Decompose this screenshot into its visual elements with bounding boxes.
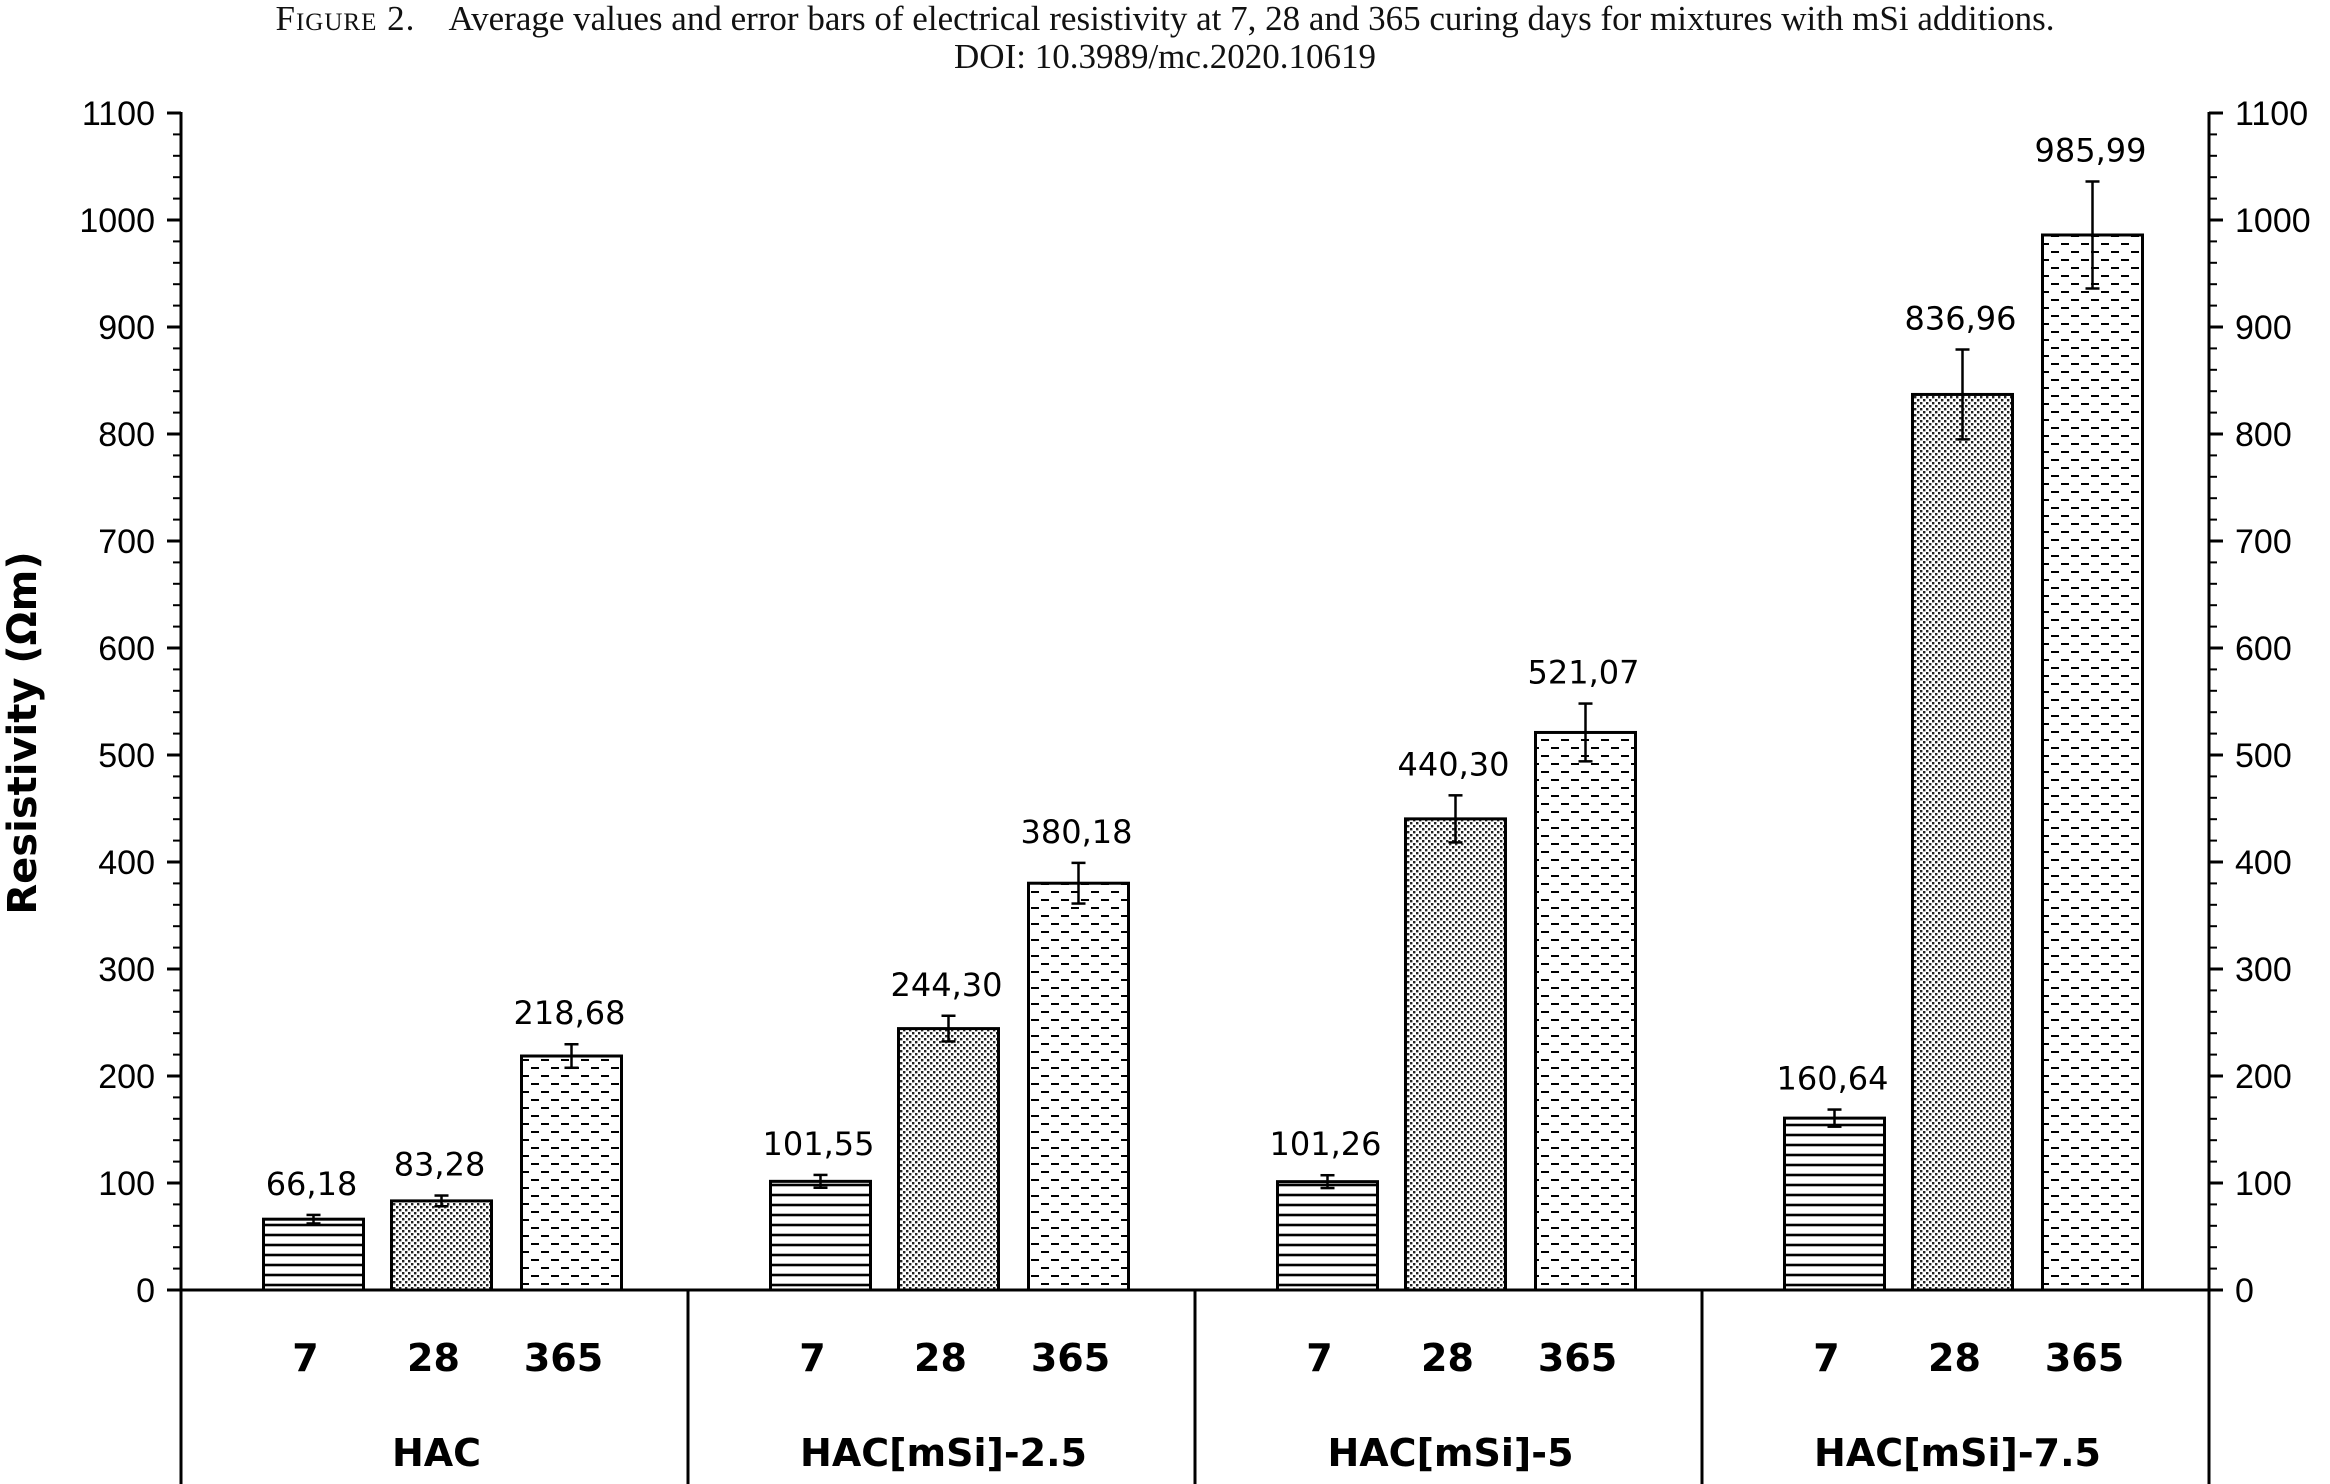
group-label: HAC xyxy=(392,1431,481,1475)
x-tick-label: 7 xyxy=(1306,1336,1332,1380)
bar xyxy=(1404,817,1507,1292)
data-label: 83,28 xyxy=(394,1146,486,1184)
bar xyxy=(1783,1116,1886,1292)
data-label: 440,30 xyxy=(1398,745,1510,783)
y-tick-label-left: 200 xyxy=(98,1058,155,1096)
data-label: 380,18 xyxy=(1021,813,1133,851)
data-label: 101,26 xyxy=(1270,1125,1382,1163)
labels: 0 0 100 100 200 200 300 300 400 400 500 500 600 600 70… xyxy=(79,95,2310,1475)
y-tick-label-right: 200 xyxy=(2235,1058,2292,1096)
y-tick-label-right: 400 xyxy=(2235,844,2292,882)
x-tick-label: 28 xyxy=(1928,1336,1981,1380)
group-label: HAC[mSi]-2.5 xyxy=(800,1431,1087,1475)
x-tick-label: 28 xyxy=(407,1336,460,1380)
x-tick-label: 365 xyxy=(1538,1336,1617,1380)
data-label: 218,68 xyxy=(514,994,626,1032)
y-tick-label-right: 1000 xyxy=(2235,202,2311,240)
bar xyxy=(520,1054,623,1292)
data-label: 521,07 xyxy=(1528,654,1640,692)
data-label: 160,64 xyxy=(1777,1060,1889,1098)
y-tick-label-right: 900 xyxy=(2235,309,2292,347)
bars xyxy=(262,180,2144,1292)
x-tick-label: 365 xyxy=(1031,1336,1110,1380)
y-tick-label-left: 100 xyxy=(98,1165,155,1203)
bar xyxy=(1534,730,1637,1292)
y-tick-label-left: 500 xyxy=(98,737,155,775)
y-tick-label-right: 500 xyxy=(2235,737,2292,775)
data-label: 66,18 xyxy=(266,1165,358,1203)
y-tick-label-right: 600 xyxy=(2235,630,2292,668)
y-tick-label-left: 600 xyxy=(98,630,155,668)
bar xyxy=(1276,1180,1379,1292)
x-tick-label: 7 xyxy=(1813,1336,1839,1380)
bar xyxy=(769,1179,872,1292)
y-tick-label-left: 1000 xyxy=(79,202,155,240)
data-label: 985,99 xyxy=(2035,131,2147,169)
x-tick-label: 365 xyxy=(2045,1336,2124,1380)
bar xyxy=(262,1217,365,1292)
y-tick-label-left: 1100 xyxy=(82,95,155,133)
bar xyxy=(390,1199,493,1292)
x-tick-label: 7 xyxy=(799,1336,825,1380)
caption-text: Average values and error bars of electri… xyxy=(448,0,2055,38)
data-label: 244,30 xyxy=(891,966,1003,1004)
y-tick-label-left: 0 xyxy=(136,1272,155,1310)
figure-label: Figure 2. xyxy=(275,0,416,38)
group-label: HAC[mSi]-7.5 xyxy=(1814,1431,2101,1475)
bar xyxy=(2041,233,2144,1292)
figure-caption: Figure 2. Average values and error bars … xyxy=(0,0,2330,38)
bar xyxy=(1027,881,1130,1292)
y-tick-label-right: 300 xyxy=(2235,951,2292,989)
x-tick-label: 28 xyxy=(914,1336,967,1380)
y-tick-label-left: 300 xyxy=(98,951,155,989)
bar xyxy=(1911,392,2014,1292)
caption-doi: DOI: 10.3989/mc.2020.10619 xyxy=(954,37,1376,76)
x-tick-label: 365 xyxy=(524,1336,603,1380)
group-label: HAC[mSi]-5 xyxy=(1327,1431,1573,1475)
y-tick-label-left: 700 xyxy=(98,523,155,561)
y-tick-label-right: 800 xyxy=(2235,416,2292,454)
y-tick-label-right: 1100 xyxy=(2235,95,2308,133)
x-tick-label: 7 xyxy=(292,1336,318,1380)
data-label: 101,55 xyxy=(763,1125,875,1163)
y-tick-label-right: 700 xyxy=(2235,523,2292,561)
data-label: 836,96 xyxy=(1905,300,2017,338)
y-tick-label-right: 0 xyxy=(2235,1272,2254,1310)
y-tick-label-left: 400 xyxy=(98,844,155,882)
bar xyxy=(897,1027,1000,1292)
y-tick-label-left: 900 xyxy=(98,309,155,347)
y-axis-title: Resistivity (Ωm) xyxy=(0,551,46,914)
y-tick-label-right: 100 xyxy=(2235,1165,2292,1203)
y-tick-label-left: 800 xyxy=(98,416,155,454)
x-tick-label: 28 xyxy=(1421,1336,1474,1380)
